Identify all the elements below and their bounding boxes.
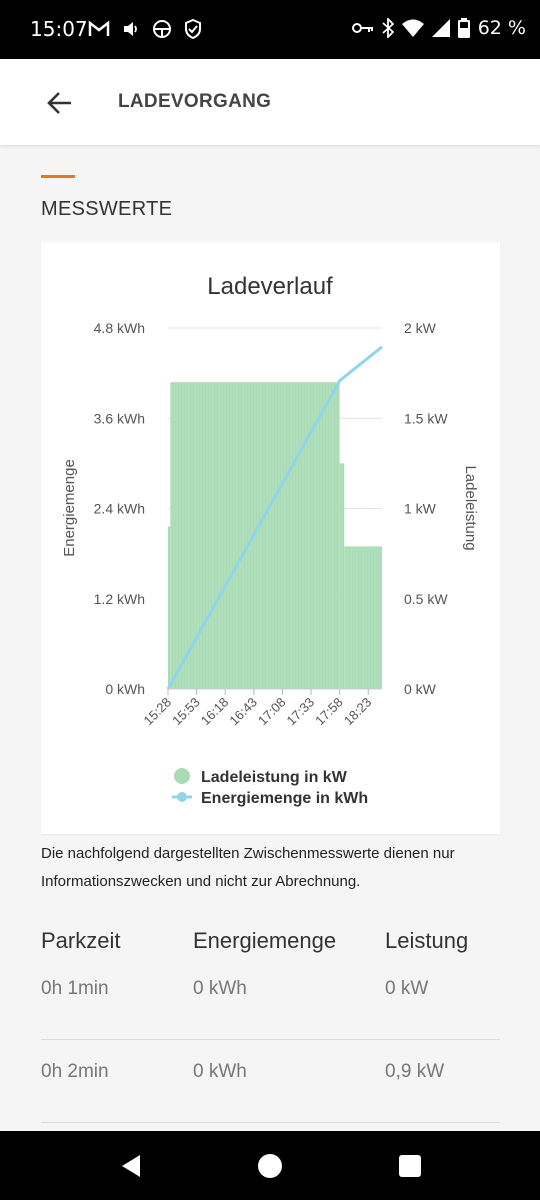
header-parkzeit: Parkzeit [41,928,121,953]
info-note: Die nachfolgend dargestellten Zwischenme… [41,845,455,890]
cell-leistung: 0 kW [385,978,429,999]
key-icon [351,23,373,33]
legend-label-power: Ladeleistung in kW [201,769,348,786]
y-left-tick-label: 1.2 kWh [94,591,145,607]
y-right-tick-label: 0 kW [404,681,437,697]
y-right-tick-label: 1.5 kW [404,410,448,426]
cell-parkzeit: 0h 1min [41,978,109,999]
x-tick-label: 17:33 [284,695,318,729]
x-tick-label: 16:43 [226,695,260,729]
nav-back-icon[interactable] [118,1153,144,1179]
back-button[interactable] [38,81,82,125]
volume-icon [124,22,137,36]
y-left-tick-label: 2.4 kWh [94,501,145,517]
y-right-tick-label: 1 kW [404,501,437,517]
section-accent-line [41,175,75,178]
section-title: MESSWERTE [41,198,173,220]
y-right-tick-label: 2 kW [404,320,437,336]
charging-chart: Ladeverlauf 0 kWh 1.2 kWh 2.4 kWh 3.6 kWh 4.8… [61,273,479,807]
y-left-tick-label: 3.6 kWh [94,410,145,426]
status-bar: 15:07 62 % [0,0,540,59]
chart-title: Ladeverlauf [207,273,333,300]
gmail-icon [88,20,110,36]
navigation-bar [0,1131,540,1200]
table-row: 0h 2min 0 kWh 0,9 kW [41,1039,500,1123]
x-tick-label: 18:23 [341,695,375,729]
cell-energiemenge: 0 kWh [193,1061,247,1082]
page-title: LADEVORGANG [118,91,272,112]
table-header: Parkzeit Energiemenge Leistung [41,928,500,958]
nav-recents-icon[interactable] [397,1153,423,1179]
x-tick-label: 17:08 [255,695,289,729]
header-energiemenge: Energiemenge [193,928,337,953]
x-tick-label: 16:18 [198,695,232,729]
legend-marker-power [174,768,190,784]
x-tick-label: 15:28 [141,695,175,729]
nav-home-icon[interactable] [257,1153,283,1179]
battery-icon [457,18,470,38]
y-left-tick-label: 0 kWh [105,681,145,697]
steering-icon [153,20,171,38]
legend-marker-energy [177,792,187,802]
status-time: 15:07 [30,17,88,41]
y-left-axis-title: Energiemenge [61,459,78,557]
energy-line [166,345,383,690]
status-left-icons [88,19,202,39]
legend-label-energy: Energiemenge in kWh [201,790,368,807]
x-tick-label: 15:53 [169,695,203,729]
status-right: 62 % [351,17,526,39]
signal-icon [431,19,450,37]
y-right-tick-label: 0.5 kW [404,591,448,607]
y-right-axis-title: Ladeleistung [462,465,479,550]
x-tick-label: 17:58 [312,695,346,729]
cell-leistung: 0,9 kW [385,1061,445,1082]
cell-energiemenge: 0 kWh [193,978,247,999]
arrow-left-icon [47,92,71,114]
y-left-tick-label: 4.8 kWh [94,320,145,336]
power-bar [168,526,171,689]
chart-card: Ladeverlauf 0 kWh 1.2 kWh 2.4 kWh 3.6 kWh 4.8… [41,242,500,834]
app-bar: LADEVORGANG [0,59,540,145]
wifi-icon [401,19,424,37]
bluetooth-icon [382,18,394,38]
power-bar [339,463,345,689]
battery-percentage: 62 % [477,17,526,39]
table-row: 0h 1min 0 kWh 0 kW [41,956,500,1040]
header-leistung: Leistung [385,928,469,953]
cell-parkzeit: 0h 2min [41,1061,109,1082]
power-bar [344,546,382,689]
shield-icon [185,19,201,39]
